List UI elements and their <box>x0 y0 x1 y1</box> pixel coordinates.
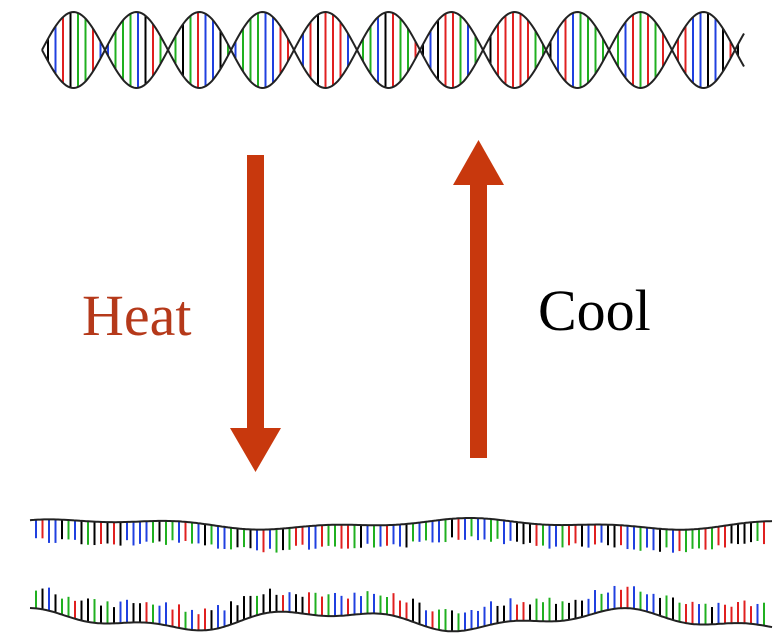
backbone <box>29 517 773 531</box>
arrow-shaft <box>470 182 487 458</box>
backbone <box>41 10 745 90</box>
backbone <box>29 607 773 633</box>
arrow-shaft <box>247 155 264 430</box>
separated-strands <box>29 517 773 633</box>
double-helix <box>41 10 745 90</box>
cool-arrow <box>453 140 504 458</box>
backbone <box>41 10 745 90</box>
cool-label: Cool <box>538 278 651 343</box>
heat-label: Heat <box>82 283 192 348</box>
arrow-head <box>230 428 281 472</box>
arrow-head <box>453 140 504 185</box>
heat-arrow <box>230 155 281 472</box>
